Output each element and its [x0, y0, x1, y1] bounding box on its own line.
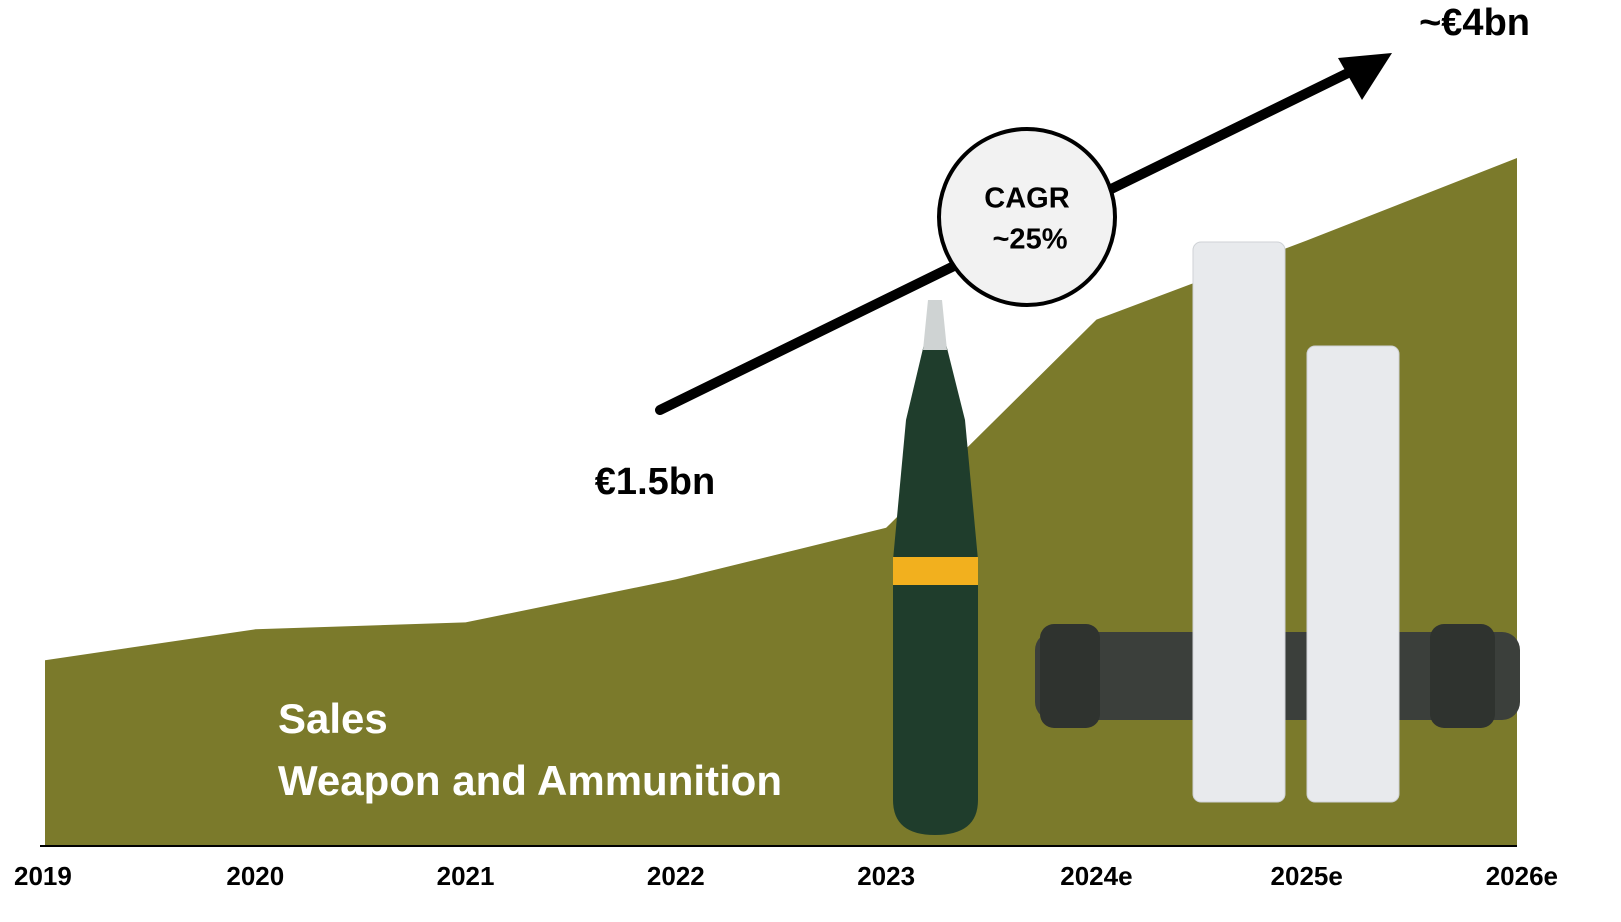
x-tick-label: 2024e [1060, 861, 1132, 891]
x-tick-label: 2025e [1271, 861, 1343, 891]
series-label: Weapon and Ammunition [278, 757, 782, 804]
charge-tube-end [1040, 624, 1100, 728]
x-tick-label: 2020 [226, 861, 284, 891]
x-tick-label: 2022 [647, 861, 705, 891]
start-annotation: €1.5bn [595, 461, 715, 503]
x-tick-label: 2021 [437, 861, 495, 891]
product-images [893, 241, 1520, 835]
area [45, 158, 1517, 846]
charge-tube-end [1430, 624, 1495, 728]
x-tick-label: 2023 [857, 861, 915, 891]
cagr-badge [937, 127, 1117, 307]
charge-canister [1192, 241, 1286, 803]
plot-area [40, 158, 1517, 847]
charge-canister [1306, 345, 1400, 803]
x-tick-label: 2019 [14, 861, 72, 891]
x-tick-label: 2026e [1486, 861, 1558, 891]
cagr-label: CAGR [984, 183, 1069, 215]
shell-band [893, 557, 978, 585]
cagr-value: ~25% [993, 224, 1068, 256]
shell-fuze [923, 300, 947, 350]
end-annotation: ~€4bn [1419, 2, 1530, 44]
arrow-head [1338, 53, 1392, 100]
series-label: Sales [278, 695, 388, 742]
